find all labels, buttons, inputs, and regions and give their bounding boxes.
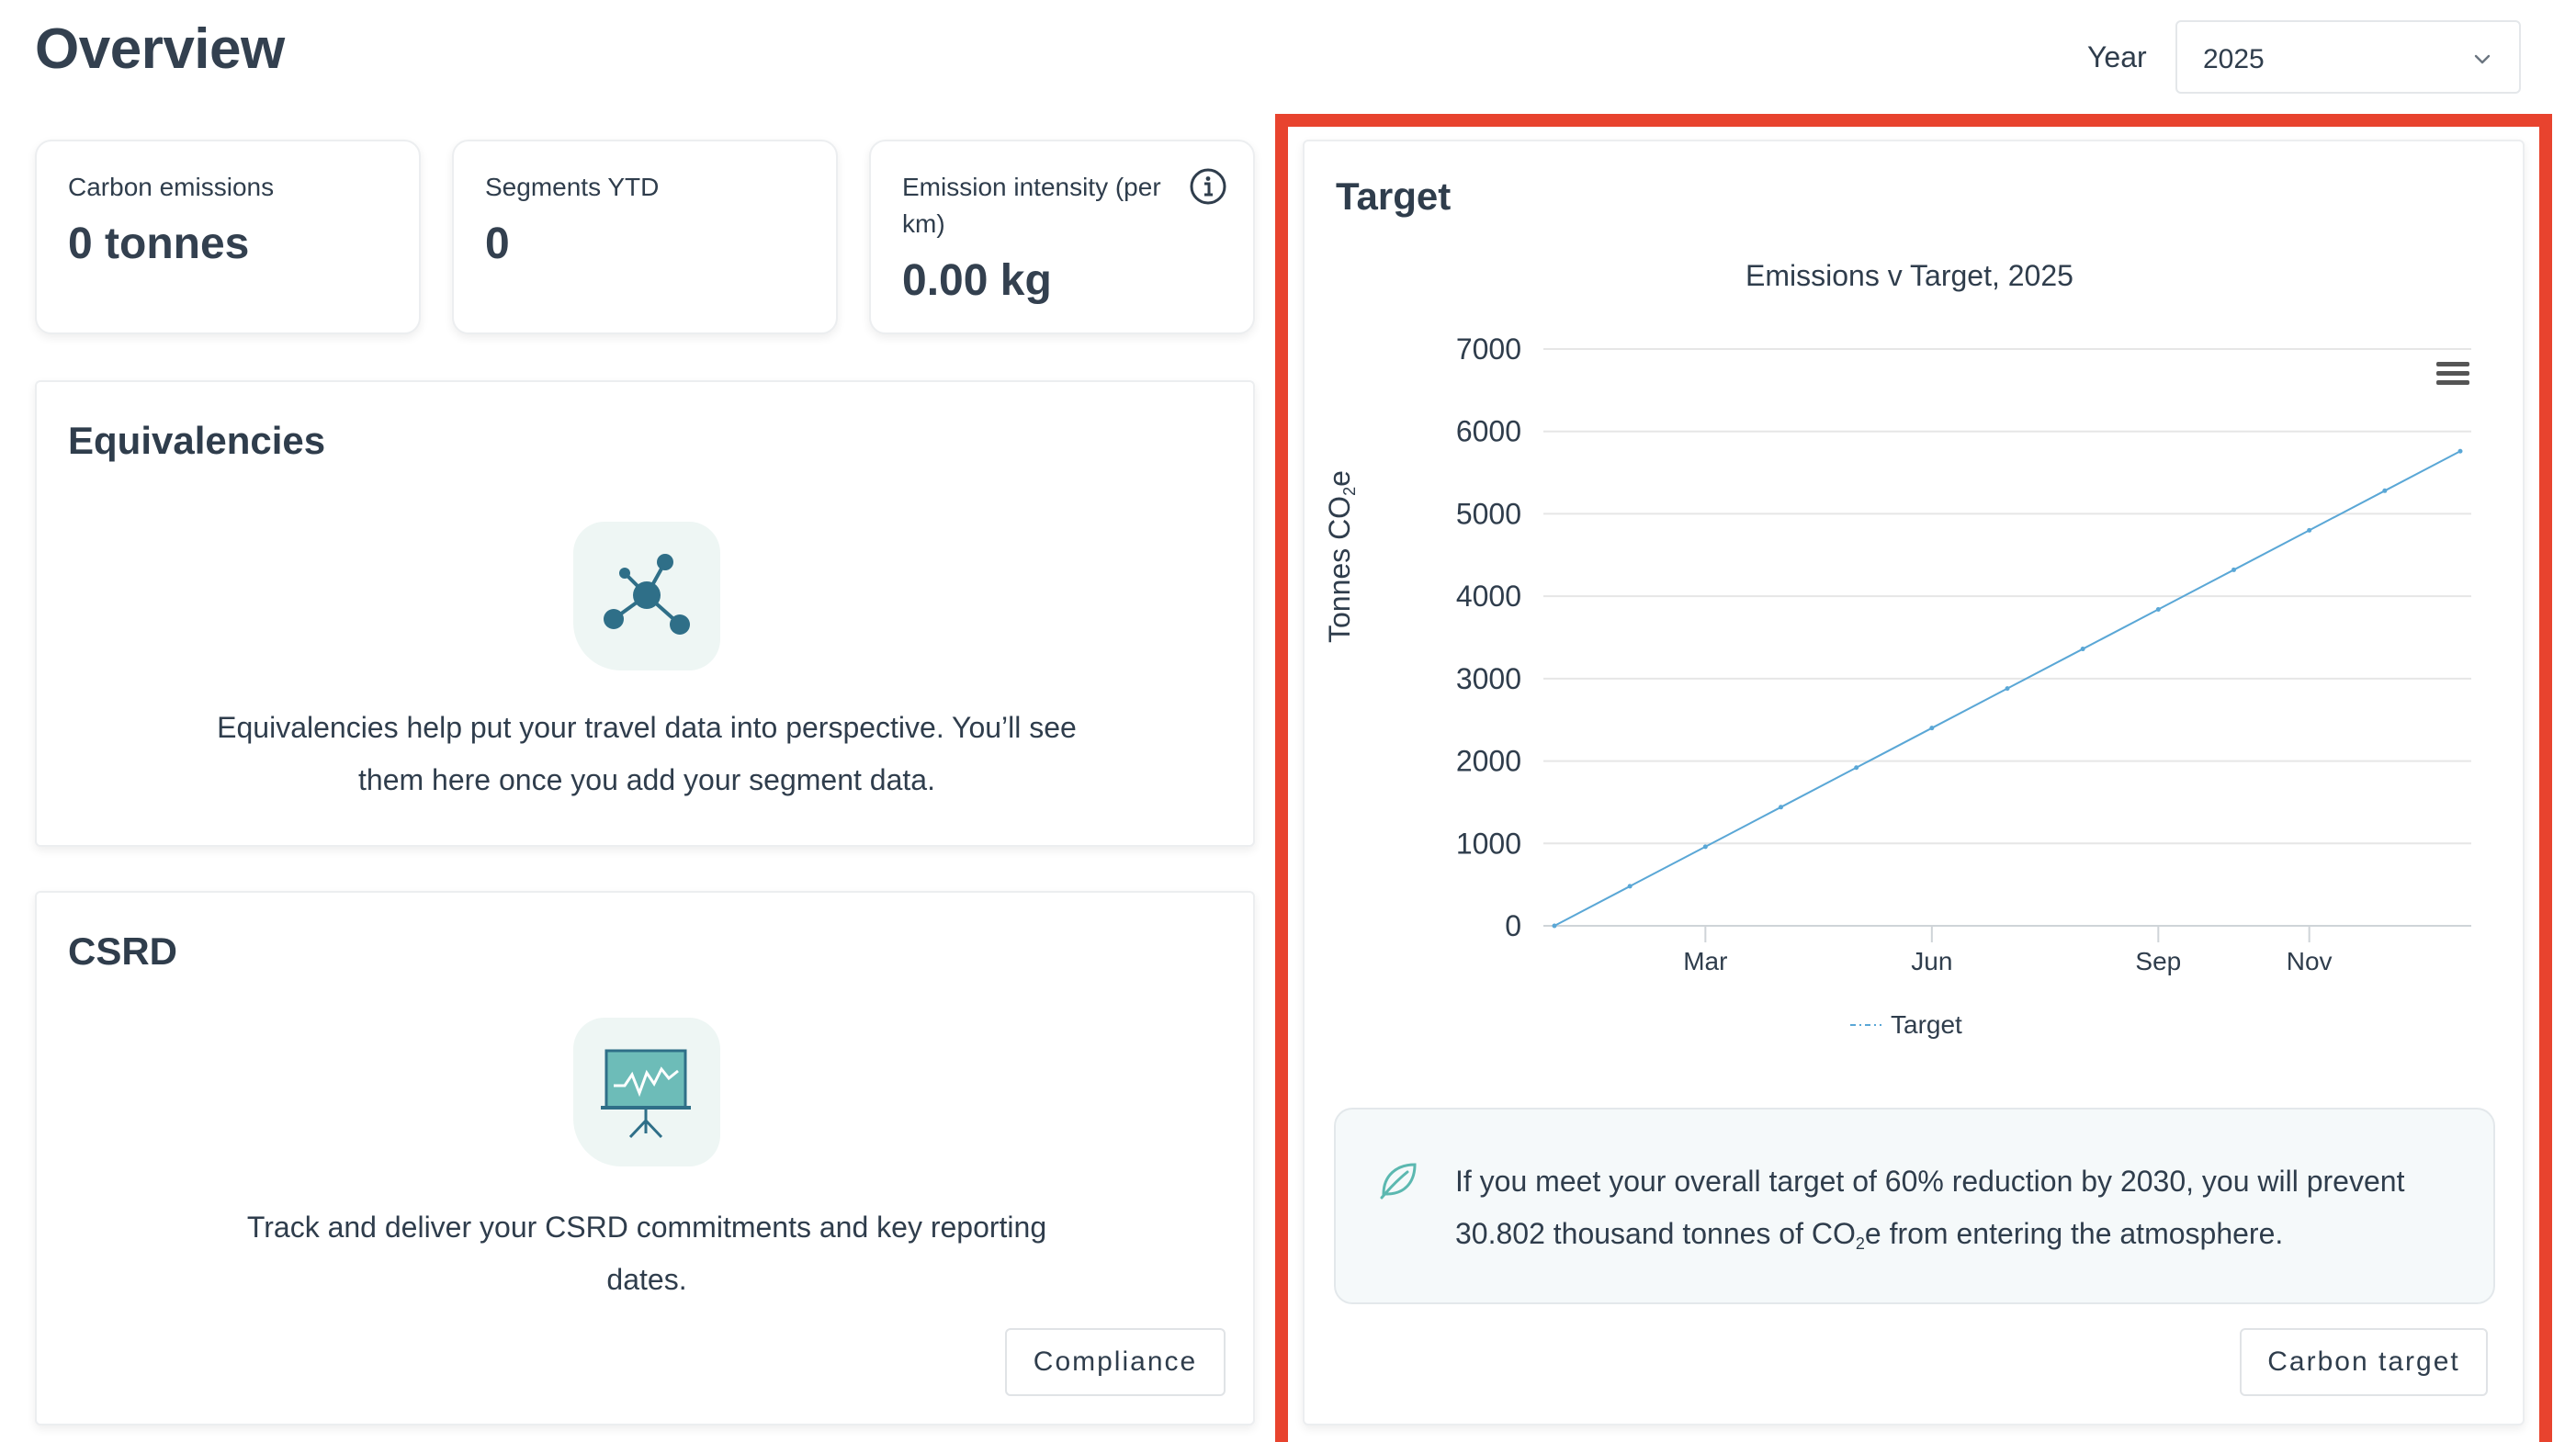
target-info-text: If you meet your overall target of 60% r…	[1455, 1155, 2466, 1270]
equivalencies-illustration	[573, 522, 720, 670]
data-point	[2231, 567, 2236, 572]
data-point	[1779, 805, 1783, 810]
text-line: them here once you add your segment data…	[358, 763, 935, 796]
csrd-illustration	[573, 1018, 720, 1166]
year-select-value: 2025	[2203, 44, 2265, 74]
text-line: If you meet your overall target of 60% r…	[1455, 1165, 2405, 1198]
emission-intensity-card: Emission intensity (per km) 0.00 kg	[869, 140, 1255, 334]
stat-label-line1: Emission intensity (per	[902, 173, 1161, 201]
legend-line-icon	[1850, 1024, 1881, 1026]
text-part: 30.802 thousand tonnes of CO	[1455, 1217, 1856, 1250]
y-tick-label: 5000	[1456, 497, 1521, 530]
info-icon[interactable]	[1189, 167, 1227, 206]
y-tick-label: 3000	[1456, 662, 1521, 695]
y-tick-label: 2000	[1456, 745, 1521, 778]
year-select[interactable]: 2025	[2175, 20, 2521, 94]
data-point	[2382, 488, 2388, 493]
carbon-emissions-card: Carbon emissions 0 tonnes	[35, 140, 421, 334]
y-tick-label: 1000	[1456, 827, 1521, 860]
data-point	[2307, 527, 2312, 533]
text-part: e from entering the atmosphere.	[1864, 1217, 2284, 1250]
stat-value: 0	[485, 220, 510, 268]
text-line: 30.802 thousand tonnes of CO2e from ente…	[1455, 1208, 2466, 1270]
x-tick-label: Nov	[2287, 947, 2333, 975]
network-icon	[604, 554, 690, 635]
equivalencies-description: Equivalencies help put your travel data …	[37, 702, 1257, 806]
carbon-target-button[interactable]: Carbon target	[2240, 1328, 2488, 1396]
presentation-chart-icon	[601, 1049, 691, 1139]
csrd-card: CSRD Track and deliver your CSRD commitm…	[35, 891, 1255, 1425]
chart-title: Emissions v Target, 2025	[1746, 259, 2073, 292]
data-point	[1929, 726, 1935, 731]
data-point	[2155, 606, 2161, 612]
emissions-target-chart: 0 1000 2000 3000 4000 5000 6000 7000 Mar Jun Sep No…	[1456, 332, 2471, 975]
stat-value: 0 tonnes	[68, 220, 250, 268]
target-info-panel: If you meet your overall target of 60% r…	[1334, 1108, 2495, 1304]
x-tick-label: Jun	[1911, 947, 1952, 975]
data-point	[2005, 686, 2010, 692]
compliance-button[interactable]: Compliance	[1005, 1328, 1226, 1396]
data-point	[1854, 765, 1859, 771]
chevron-down-icon	[2474, 54, 2491, 64]
chart-menu-icon[interactable]	[2436, 360, 2469, 388]
section-title: Equivalencies	[68, 419, 326, 462]
data-point	[1552, 923, 1557, 929]
y-tick-label: 0	[1505, 909, 1521, 942]
csrd-description: Track and deliver your CSRD commitments …	[37, 1201, 1257, 1306]
stat-label-line2: km)	[902, 209, 945, 238]
data-point	[1702, 844, 1708, 850]
data-point	[1627, 884, 1633, 889]
section-title: CSRD	[68, 929, 178, 973]
stat-label: Segments YTD	[485, 173, 660, 201]
stat-label: Carbon emissions	[68, 173, 275, 201]
equivalencies-card: Equivalencies Equivalencies help put you…	[35, 380, 1255, 847]
section-title: Target	[1336, 175, 1452, 218]
text-sub: 2	[1855, 1234, 1865, 1253]
data-point	[2457, 448, 2463, 454]
text-line: Equivalencies help put your travel data …	[217, 711, 1077, 744]
y-tick-label: 7000	[1456, 332, 1521, 366]
year-label: Year	[2087, 40, 2147, 73]
y-tick-label: 6000	[1456, 415, 1521, 448]
chart-legend[interactable]: Target	[1850, 1010, 1962, 1040]
stat-value: 0.00 kg	[902, 256, 1052, 305]
page-title: Overview	[35, 17, 285, 81]
leaf-icon	[1380, 1163, 1417, 1200]
stat-label: Emission intensity (per km)	[902, 169, 1161, 242]
text-line: Track and deliver your CSRD commitments …	[246, 1211, 1047, 1244]
segments-ytd-card: Segments YTD 0	[452, 140, 838, 334]
legend-label: Target	[1891, 1010, 1962, 1039]
y-tick-label: 4000	[1456, 580, 1521, 613]
data-point	[2080, 647, 2085, 652]
text-line: dates.	[606, 1263, 687, 1296]
x-tick-label: Mar	[1683, 947, 1727, 975]
x-tick-label: Sep	[2135, 947, 2181, 975]
